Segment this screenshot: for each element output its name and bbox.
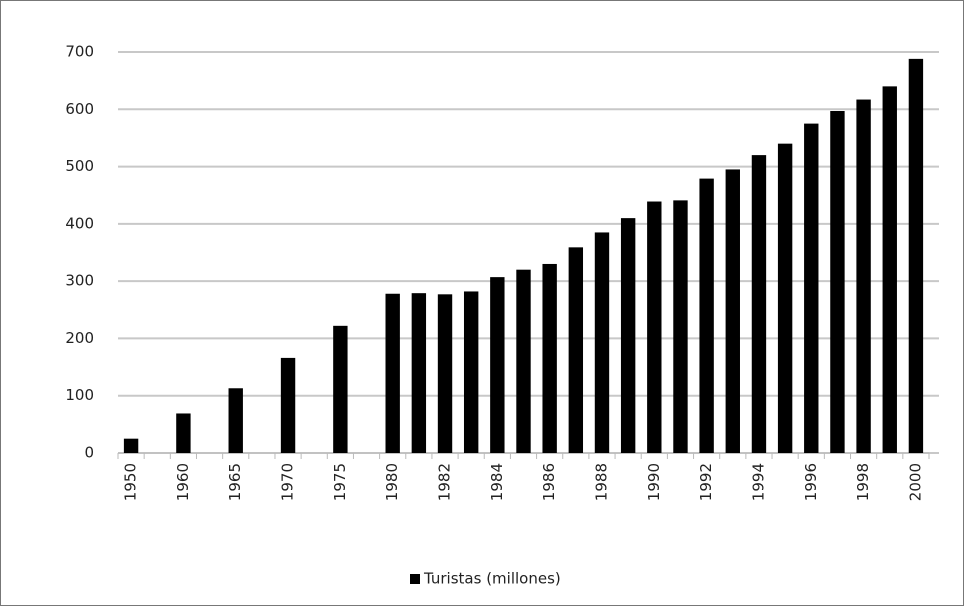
bar — [777, 143, 793, 453]
y-tick-label: 300 — [65, 272, 94, 290]
y-tick-label: 0 — [84, 444, 94, 462]
bar — [882, 86, 897, 453]
bar — [463, 291, 479, 453]
y-tick-label: 100 — [65, 386, 94, 404]
y-tick-label: 600 — [65, 100, 94, 118]
bar — [333, 325, 348, 453]
y-tick-label: 500 — [65, 157, 94, 175]
bar — [804, 123, 819, 453]
x-tick-label: 1984 — [488, 463, 506, 501]
x-tick-label: 1986 — [540, 463, 558, 501]
bar — [123, 438, 139, 453]
x-tick-label: 1992 — [697, 463, 715, 501]
x-tick-label: 1998 — [854, 463, 872, 501]
x-tick-label: 1965 — [226, 463, 244, 501]
bar — [620, 218, 636, 453]
x-tick-label: 1990 — [645, 463, 663, 501]
x-tick-label: 1950 — [122, 463, 140, 501]
bar — [830, 111, 845, 454]
y-tick-label: 200 — [65, 329, 94, 347]
x-tick-label: 1980 — [383, 463, 401, 501]
bar — [516, 269, 531, 453]
bar — [176, 413, 191, 453]
x-tick-label: 1982 — [436, 463, 454, 501]
x-tick-label: 1970 — [279, 463, 297, 501]
bar — [437, 294, 453, 453]
y-tick-label: 700 — [65, 43, 94, 61]
bar — [647, 201, 662, 453]
bar — [280, 357, 296, 453]
x-tick-label: 1975 — [331, 463, 349, 501]
x-tick-label: 1960 — [174, 463, 192, 501]
bar — [856, 99, 871, 453]
bar — [228, 388, 243, 453]
x-tick-label: 1994 — [749, 463, 767, 501]
bar — [411, 293, 427, 453]
x-tick-label: 1988 — [592, 463, 610, 501]
legend-swatch — [410, 574, 420, 584]
bar — [568, 247, 584, 453]
bar — [594, 232, 610, 453]
bar — [725, 169, 740, 453]
bar — [699, 178, 714, 453]
legend-label: Turistas (millones) — [423, 570, 561, 588]
bar — [542, 263, 557, 453]
y-tick-label: 400 — [65, 214, 94, 232]
bar — [751, 155, 767, 453]
x-tick-label: 2000 — [906, 463, 924, 501]
bar — [908, 58, 924, 453]
x-tick-label: 1996 — [802, 463, 820, 501]
bar — [385, 293, 400, 453]
bar — [490, 277, 505, 453]
bar — [673, 200, 688, 453]
